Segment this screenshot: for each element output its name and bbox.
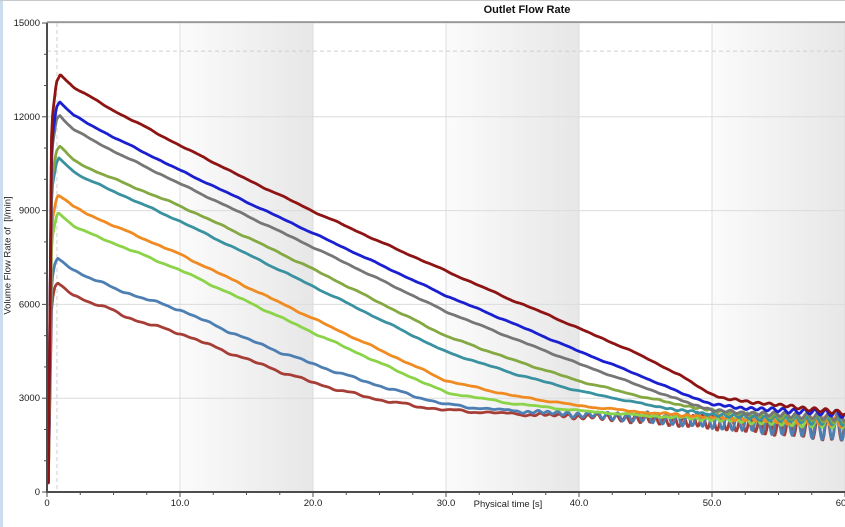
background-band	[446, 23, 579, 492]
background-band	[180, 23, 313, 492]
series-line-dark-red	[47, 73, 845, 484]
x-tick-label: 0	[44, 498, 49, 509]
window-left-edge	[0, 1, 3, 527]
x-axis-title: Physical time [s]	[473, 499, 543, 510]
series-line-steel-blue	[47, 257, 845, 484]
x-tick-label: 30.0	[437, 498, 456, 509]
y-tick-label: 0	[35, 487, 40, 498]
x-tick-label: 40.0	[570, 498, 589, 509]
x-tick-label: 20.0	[304, 498, 323, 509]
x-tick-label: 10.0	[171, 498, 190, 509]
y-tick-label: 9000	[19, 206, 40, 217]
series-line-orange	[47, 194, 845, 485]
y-tick-label: 12000	[14, 112, 40, 123]
chart-title: Outlet Flow Rate	[483, 4, 571, 16]
x-tick-label: 50.0	[703, 498, 722, 509]
series-line-light-green	[47, 211, 845, 484]
y-tick-label: 15000	[14, 18, 40, 29]
series-line-blue	[47, 100, 845, 485]
series-line-gray	[47, 114, 845, 485]
x-tick-label: 60.0	[836, 498, 845, 509]
series-line-teal	[47, 156, 845, 484]
y-tick-label: 3000	[19, 393, 40, 404]
y-tick-label: 6000	[19, 299, 40, 310]
